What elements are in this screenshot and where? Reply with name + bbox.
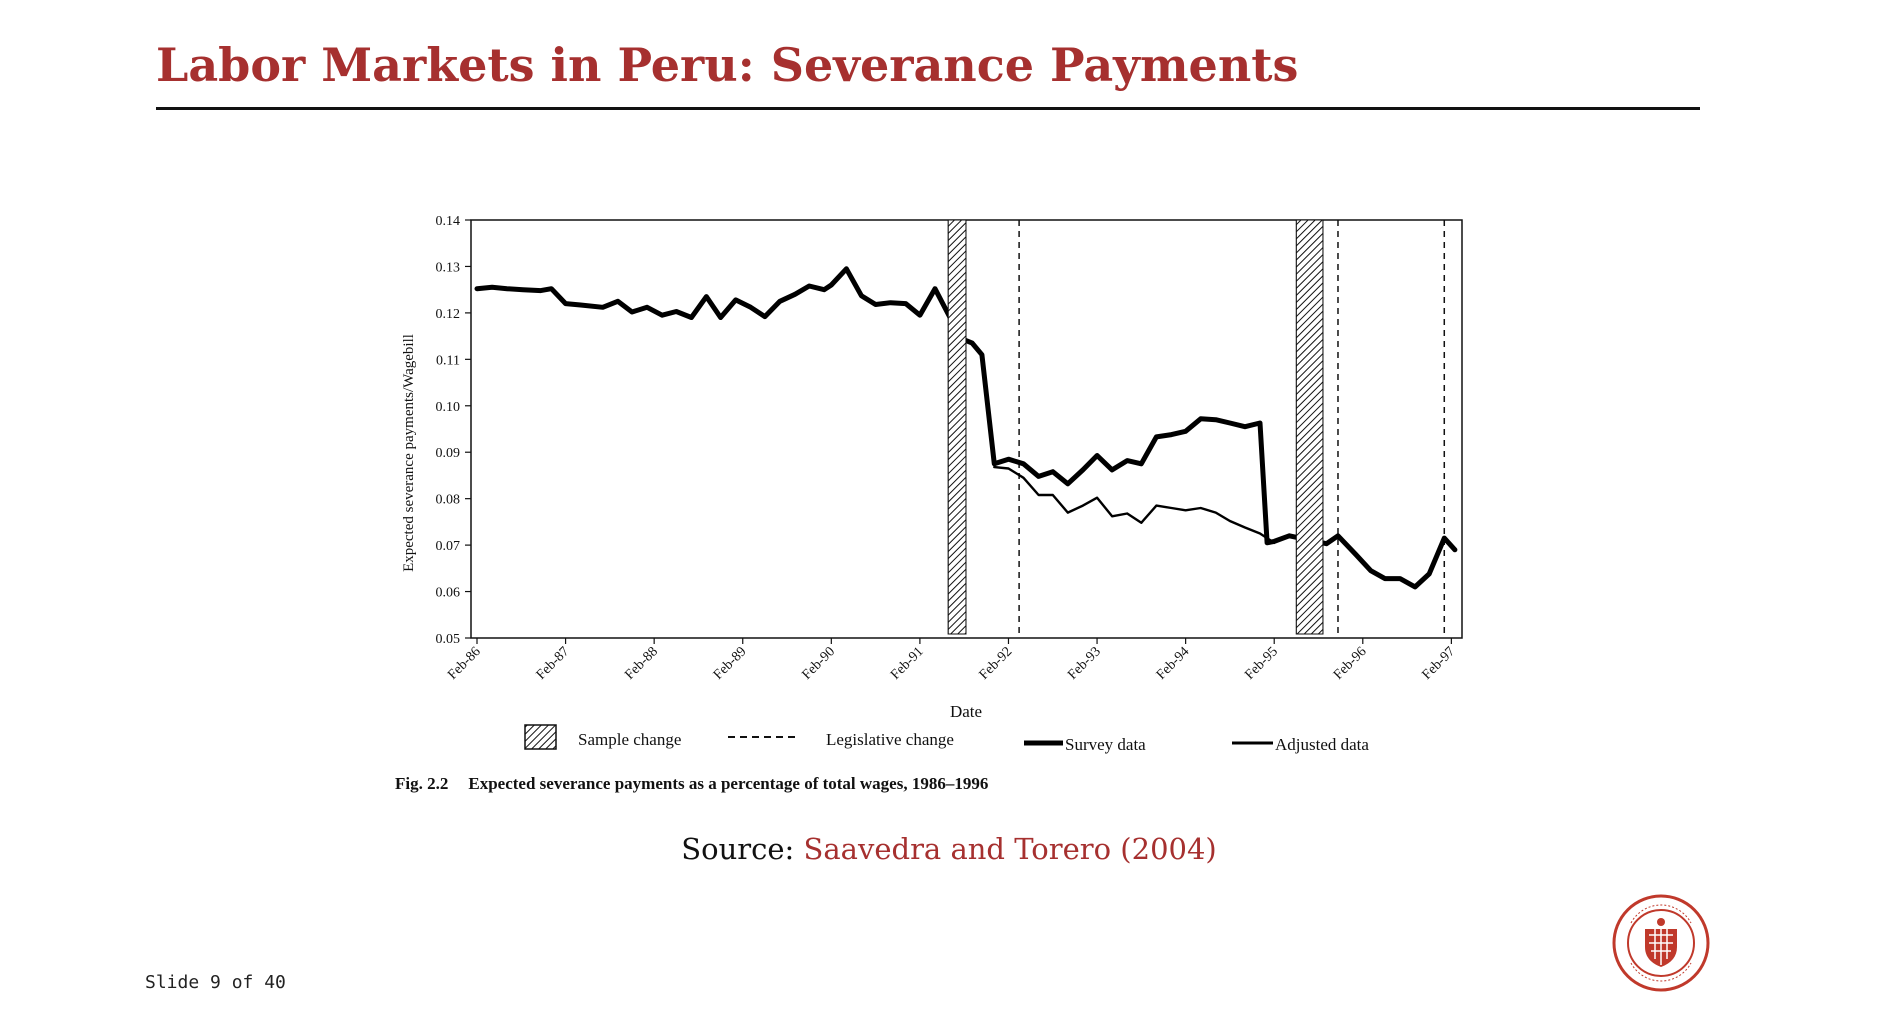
- legend-legislative-change-label: Legislative change: [826, 730, 954, 749]
- y-tick-label: 0.09: [436, 446, 461, 461]
- sample-change-band-overlay-1: [1295, 219, 1324, 635]
- chart-plot-area: 0.14 0.13 0.12 0.11 0.10 0.09 0.08 0.07 0.06 0.05…: [436, 214, 1463, 683]
- y-tick-label: 0.11: [436, 353, 460, 368]
- x-tick-label: Feb-93: [1065, 644, 1104, 683]
- x-tick-label: Feb-91: [888, 644, 927, 683]
- title-divider: [156, 107, 1700, 110]
- figure-caption-number: Fig. 2.2: [395, 774, 449, 793]
- x-tick-label: Feb-97: [1420, 644, 1459, 683]
- x-tick-label: Feb-86: [445, 644, 484, 683]
- x-tick-label: Feb-94: [1154, 644, 1193, 683]
- y-tick-label: 0.08: [436, 493, 461, 508]
- plot-frame: [470, 219, 1463, 639]
- x-tick-label: Feb-89: [711, 644, 750, 683]
- x-tick-label: Feb-92: [977, 644, 1016, 683]
- slide-title: Labor Markets in Peru: Severance Payment…: [156, 38, 1299, 92]
- y-tick-label: 0.06: [436, 586, 461, 601]
- x-tick-label: Feb-88: [622, 644, 661, 683]
- figure-caption-text: Expected severance payments as a percent…: [468, 774, 989, 793]
- x-tick-label: Feb-96: [1331, 644, 1370, 683]
- legend-survey-data-label: Survey data: [1065, 735, 1146, 754]
- y-tick-label: 0.10: [436, 400, 461, 415]
- source-reference-link[interactable]: Saavedra and Torero (2004): [803, 832, 1217, 866]
- x-tick-label: Feb-95: [1242, 644, 1281, 683]
- y-axis-label: Expected severance payments/Wagebill: [401, 334, 417, 572]
- y-tick-label: 0.12: [436, 307, 461, 322]
- x-tick-label: Feb-90: [799, 644, 838, 683]
- legend-sample-change-label: Sample change: [578, 730, 681, 749]
- y-tick-label: 0.14: [436, 214, 461, 229]
- x-tick-label: Feb-87: [534, 644, 573, 683]
- sample-change-band-overlay-0: [947, 219, 967, 635]
- y-tick-label: 0.05: [436, 632, 461, 647]
- x-axis-label: Date: [950, 702, 982, 721]
- source-line: Source: Saavedra and Torero (2004): [0, 832, 1898, 866]
- figure-caption: Fig. 2.2 Expected severance payments as a…: [395, 774, 988, 794]
- chart-legend: Sample change Legislative change Survey …: [524, 724, 1369, 754]
- source-label: Source:: [681, 832, 795, 866]
- legend-sample-change-swatch: [524, 724, 557, 750]
- university-seal-icon: [1612, 894, 1710, 992]
- y-tick-label: 0.13: [436, 260, 461, 275]
- slide-counter: Slide 9 of 40: [145, 972, 286, 993]
- adjusted-data-line: [993, 465, 1276, 544]
- severance-line-chart: 0.14 0.13 0.12 0.11 0.10 0.09 0.08 0.07 0.06 0.05…: [401, 214, 1463, 754]
- legend-adjusted-data-label: Adjusted data: [1275, 735, 1369, 754]
- y-tick-label: 0.07: [436, 539, 461, 554]
